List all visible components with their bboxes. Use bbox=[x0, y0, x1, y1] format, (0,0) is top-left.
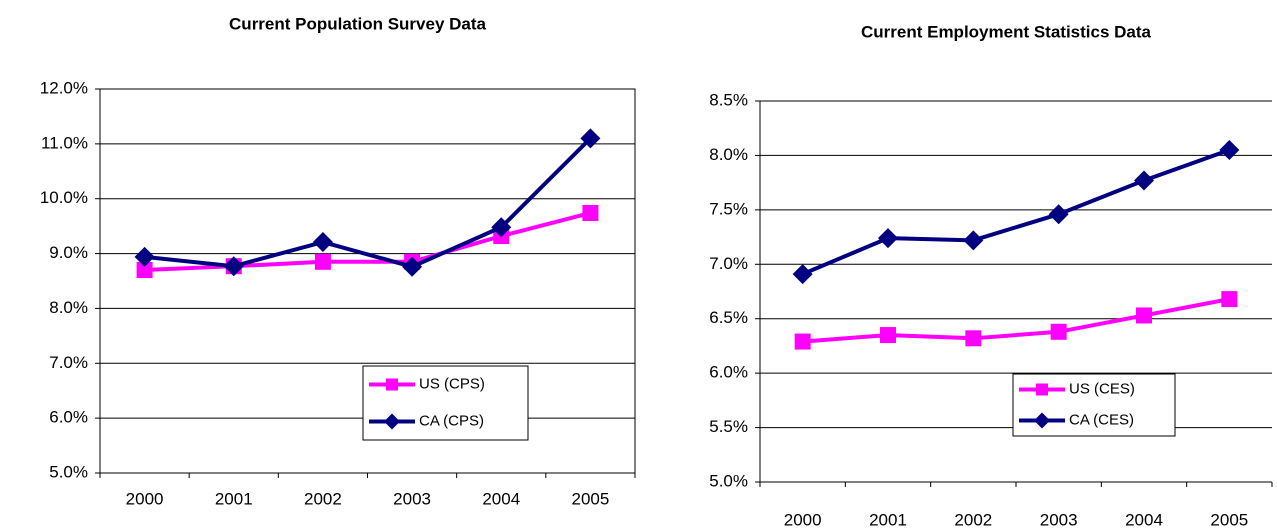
marker bbox=[312, 232, 333, 253]
series-line bbox=[801, 148, 1231, 276]
marker bbox=[794, 333, 811, 350]
marker bbox=[582, 204, 599, 221]
legend-label: US (CES) bbox=[1069, 380, 1135, 397]
y-tick-label: 10.0% bbox=[40, 188, 88, 207]
y-tick-label: 7.0% bbox=[709, 254, 748, 273]
y-tick-label: 8.5% bbox=[709, 90, 748, 109]
y-tick-label: 5.5% bbox=[709, 417, 748, 436]
y-tick-label: 9.0% bbox=[49, 243, 88, 262]
marker bbox=[134, 246, 155, 267]
marker bbox=[1134, 170, 1154, 191]
chart: Current Population Survey Data 5.0% 6.0% 7.… bbox=[40, 14, 636, 508]
series-line bbox=[802, 297, 1230, 344]
legend: US (CPS) CA (CPS) bbox=[362, 365, 529, 441]
x-tick-label: 2000 bbox=[784, 510, 822, 527]
marker bbox=[1048, 204, 1069, 225]
y-tick-label: 6.0% bbox=[709, 363, 748, 382]
series-line bbox=[144, 211, 591, 273]
marker bbox=[1050, 323, 1067, 340]
marker bbox=[965, 330, 982, 347]
marker bbox=[1219, 139, 1240, 160]
y-tick-label: 6.5% bbox=[709, 308, 748, 327]
marker bbox=[1221, 291, 1238, 308]
legend: US (CES) CA (CES) bbox=[1012, 373, 1176, 437]
legend-label: US (CPS) bbox=[419, 375, 485, 392]
x-tick-label: 2004 bbox=[482, 489, 520, 508]
marker bbox=[792, 264, 813, 285]
chart-title: Current Employment Statistics Data bbox=[861, 22, 1152, 41]
y-tick-label: 5.0% bbox=[49, 462, 88, 481]
marker bbox=[136, 262, 153, 279]
marker bbox=[878, 228, 898, 249]
marker bbox=[314, 253, 331, 270]
marker bbox=[1034, 412, 1050, 429]
marker bbox=[386, 378, 398, 391]
marker bbox=[384, 413, 400, 430]
y-tick-label: 8.0% bbox=[49, 298, 88, 317]
legend-label: CA (CPS) bbox=[419, 412, 484, 429]
x-tick-label: 2003 bbox=[393, 489, 431, 508]
marker bbox=[880, 327, 896, 344]
y-tick-label: 7.5% bbox=[709, 199, 748, 218]
y-tick-label: 6.0% bbox=[49, 408, 88, 427]
y-tick-label: 7.0% bbox=[49, 353, 88, 372]
y-tick-label: 11.0% bbox=[41, 133, 88, 152]
chart-title: Current Population Survey Data bbox=[229, 14, 486, 33]
x-tick-label: 2005 bbox=[572, 489, 610, 508]
x-tick-label: 2003 bbox=[1040, 510, 1078, 527]
chart: Current Employment Statistics Data 5.0% 5.… bbox=[709, 22, 1273, 529]
x-tick-label: 2001 bbox=[869, 510, 907, 527]
marker bbox=[223, 256, 244, 277]
y-tick-label: 12.0% bbox=[40, 78, 88, 97]
x-tick-label: 2004 bbox=[1125, 510, 1163, 527]
x-tick-label: 2005 bbox=[1210, 510, 1248, 527]
x-tick-label: 2002 bbox=[954, 510, 992, 527]
marker bbox=[1136, 307, 1152, 324]
y-tick-label: 8.0% bbox=[709, 145, 748, 164]
series-line bbox=[144, 136, 592, 269]
legend-label: CA (CES) bbox=[1069, 411, 1134, 428]
marker bbox=[1036, 383, 1048, 396]
x-tick-label: 2001 bbox=[215, 489, 253, 508]
marker bbox=[402, 256, 423, 277]
x-tick-label: 2002 bbox=[304, 489, 342, 508]
x-tick-label: 2000 bbox=[126, 489, 164, 508]
marker bbox=[580, 128, 601, 149]
marker bbox=[491, 217, 512, 238]
y-tick-label: 5.0% bbox=[709, 471, 748, 490]
marker bbox=[963, 230, 984, 251]
